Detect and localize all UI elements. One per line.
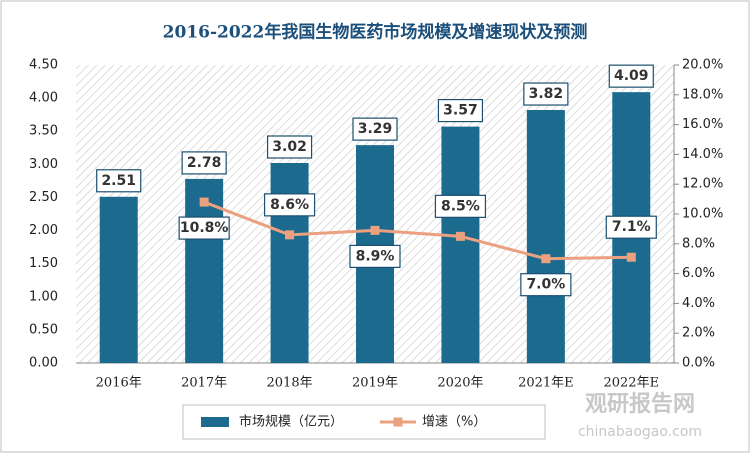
line xyxy=(203,200,632,261)
label-box xyxy=(96,169,142,193)
legend-marker xyxy=(393,417,403,427)
bar-label: 4.09 xyxy=(614,68,649,84)
bar xyxy=(185,178,224,363)
y-tick-label: 2.50 xyxy=(29,190,58,205)
label-box xyxy=(608,64,654,88)
y2-tick-label: 16.0% xyxy=(682,117,723,132)
y-tick-label: 3.50 xyxy=(29,124,58,139)
watermark-url: chinabaogao.com xyxy=(578,424,702,440)
legend-label: 市场规模（亿元） xyxy=(239,414,343,430)
label-box xyxy=(605,215,657,239)
bar-label: 2.51 xyxy=(101,173,136,189)
x-tick-label: 2019年 xyxy=(352,376,398,391)
line-label: 8.6% xyxy=(270,197,309,213)
line-marker xyxy=(541,254,551,264)
line-marker xyxy=(285,230,295,240)
line-label: 8.9% xyxy=(356,248,395,264)
bar xyxy=(526,110,565,363)
x-tick-label: 2022年E xyxy=(603,376,659,391)
y-tick-label: 1.50 xyxy=(29,256,58,271)
y2-tick-label: 2.0% xyxy=(682,326,715,341)
y-tick-label: 2.00 xyxy=(29,223,58,238)
y2-tick-label: 12.0% xyxy=(682,177,723,192)
x-tick-label: 2016年 xyxy=(96,376,142,391)
x-tick-label: 2017年 xyxy=(181,376,227,391)
bar-label: 3.29 xyxy=(358,121,393,137)
x-tick-label: 2020年 xyxy=(437,376,483,391)
line-marker xyxy=(199,197,209,207)
legend-label: 增速（%） xyxy=(422,415,486,430)
x-tick-label: 2018年 xyxy=(267,376,313,391)
y2-tick-label: 6.0% xyxy=(682,266,715,281)
y2-tick-label: 8.0% xyxy=(682,236,715,251)
label-box xyxy=(349,244,401,268)
y2-tick-label: 10.0% xyxy=(682,207,723,222)
label-box xyxy=(178,216,230,240)
y2-tick-label: 20.0% xyxy=(682,58,723,73)
y-tick-label: 0.50 xyxy=(29,322,58,337)
x-tick-label: 2021年E xyxy=(518,376,574,391)
watermark: 观研报告网 xyxy=(585,392,695,417)
bar-label: 3.02 xyxy=(272,139,307,155)
bar xyxy=(441,126,480,363)
line-label: 10.8% xyxy=(180,220,229,236)
line-label: 7.0% xyxy=(526,277,565,293)
label-box xyxy=(181,151,227,175)
label-box xyxy=(437,98,484,123)
label-box xyxy=(520,273,572,297)
line-marker xyxy=(370,225,380,235)
line-marker xyxy=(455,231,465,241)
bar xyxy=(99,196,138,363)
line-label: 7.1% xyxy=(612,219,651,235)
label-box xyxy=(523,82,569,106)
line-marker xyxy=(626,252,636,262)
legend-box xyxy=(182,404,546,440)
label-box xyxy=(434,194,487,218)
label-box xyxy=(266,135,313,159)
legend-swatch xyxy=(201,417,229,427)
y2-tick-label: 4.0% xyxy=(682,296,715,311)
y2-tick-label: 18.0% xyxy=(682,87,723,102)
chart-title: 2016-2022年我国生物医药市场规模及增速现状及预测 xyxy=(163,22,588,43)
y2-tick-label: 14.0% xyxy=(682,147,723,162)
bar xyxy=(270,163,309,363)
bar-label: 3.57 xyxy=(443,103,478,119)
y2-tick-label: 0.0% xyxy=(682,356,715,371)
y-tick-label: 0.00 xyxy=(29,356,58,371)
y-tick-label: 3.00 xyxy=(29,157,58,172)
y-tick-label: 4.00 xyxy=(29,91,58,106)
line-label: 8.5% xyxy=(441,198,480,214)
y-tick-label: 1.00 xyxy=(29,289,58,304)
bar-label: 3.82 xyxy=(529,86,564,102)
label-box xyxy=(263,193,316,217)
y-tick-label: 4.50 xyxy=(29,58,58,73)
label-box xyxy=(352,117,398,141)
bar-label: 2.78 xyxy=(187,155,222,171)
